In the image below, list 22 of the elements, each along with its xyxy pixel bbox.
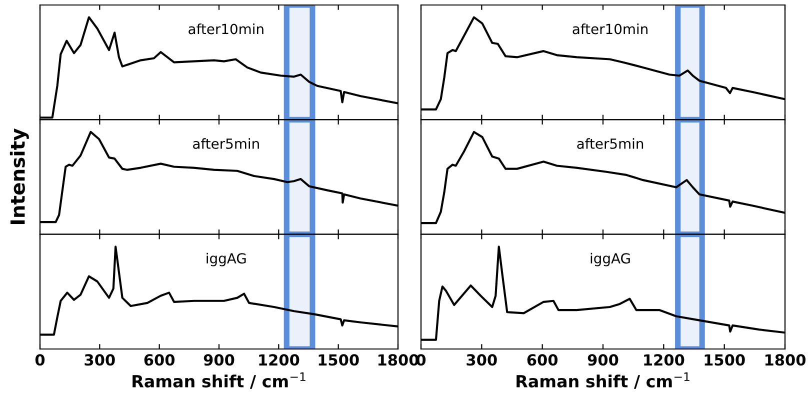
x-tick-label: 1500 (318, 354, 359, 366)
y-axis-title: Intensity (10, 128, 29, 224)
x-tick-label: 1800 (765, 354, 806, 366)
annotation: iggAG (590, 252, 630, 266)
annotation: iggAG (206, 252, 246, 266)
x-axis-title: Raman shift / cm$^{−1}$ (516, 372, 690, 389)
x-tick-label: 1200 (644, 354, 684, 366)
x-tick-label: 600 (144, 354, 175, 366)
x-tick-label: 0 (35, 354, 45, 366)
annotation: after5min (577, 138, 644, 149)
x-axis-title: Raman shift / cm$^{−1}$ (132, 372, 306, 389)
annotation: after5min (193, 138, 259, 149)
x-tick-label: 300 (466, 354, 497, 366)
x-tick-label: 600 (527, 354, 558, 366)
x-tick-label: 1800 (378, 354, 419, 366)
x-tick-label: 1500 (704, 354, 745, 366)
annotation: after10min (188, 24, 264, 34)
x-tick-label: 300 (84, 354, 115, 366)
x-tick-label: 900 (204, 354, 234, 366)
annotation: after10min (572, 24, 648, 34)
x-tick-label: 900 (588, 354, 618, 366)
x-tick-label: 1200 (259, 354, 300, 366)
